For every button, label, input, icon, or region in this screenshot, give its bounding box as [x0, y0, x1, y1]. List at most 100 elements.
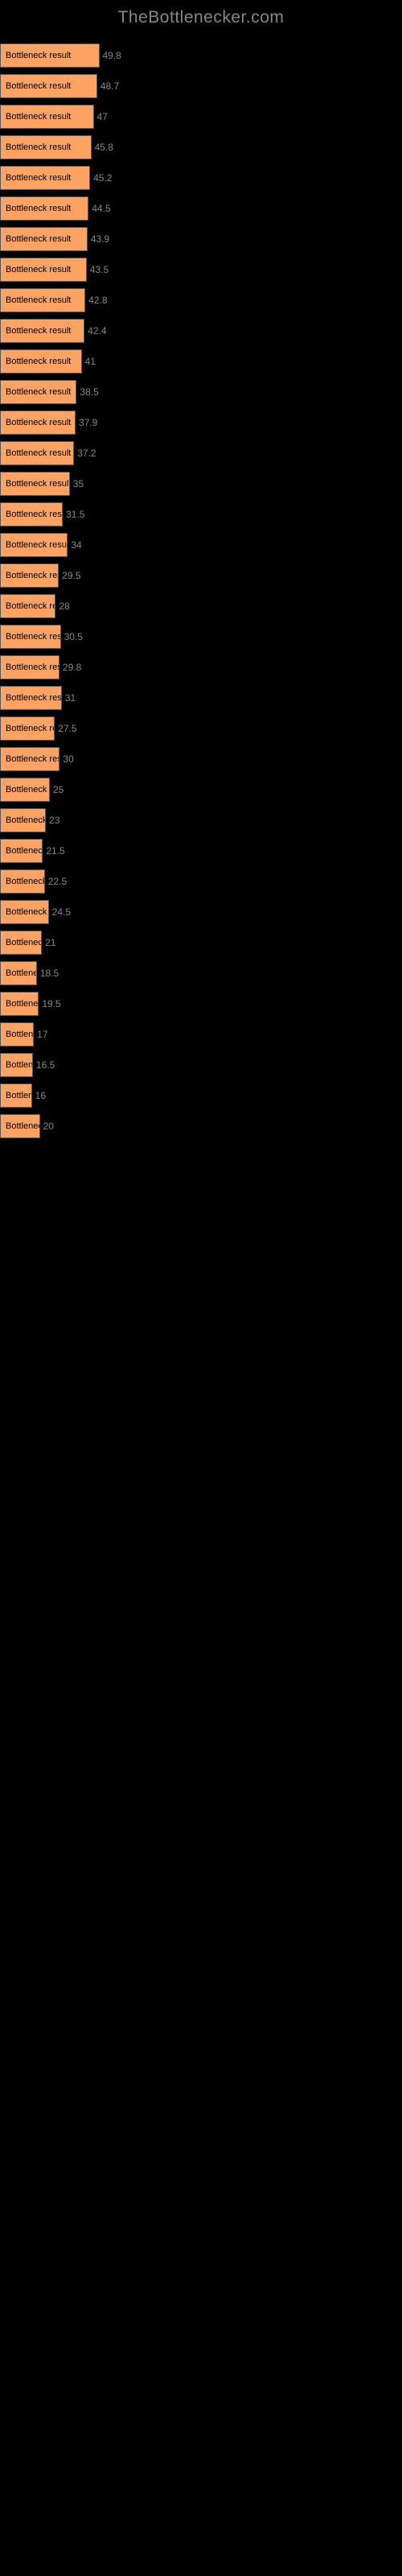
bar-inside-label: Bottleneck result	[1, 601, 55, 611]
bar: Bottleneck result	[0, 135, 92, 159]
bar: Bottleneck result	[0, 533, 68, 557]
chart-row: Bottleneck result43.9	[0, 227, 402, 251]
value-label: 45.2	[90, 166, 112, 190]
value-label: 23	[46, 808, 59, 832]
value-label: 27.5	[55, 716, 76, 741]
chart-row: Bottleneck result19.5	[0, 992, 402, 1016]
bar-wrap: Bottleneck result19.5	[0, 992, 402, 1016]
chart-row: Bottleneck result42.8	[0, 288, 402, 312]
bar: Bottleneck result	[0, 992, 39, 1016]
bar: Bottleneck result	[0, 502, 63, 526]
bar: Bottleneck result	[0, 196, 88, 221]
bar: Bottleneck result	[0, 349, 82, 374]
chart-row: Bottleneck result21	[0, 931, 402, 955]
bar-wrap: Bottleneck result37.2	[0, 441, 402, 465]
bar: Bottleneck result	[0, 1053, 33, 1077]
bar-wrap: Bottleneck result21.5	[0, 839, 402, 863]
value-label: 30	[59, 747, 73, 771]
bar-wrap: Bottleneck result29.5	[0, 564, 402, 588]
bar-inside-label: Bottleneck result	[1, 815, 46, 825]
chart-row: Bottleneck result31.5	[0, 502, 402, 526]
chart-row: Bottleneck result17	[0, 1022, 402, 1046]
value-label: 38.5	[76, 380, 98, 404]
bar: Bottleneck result	[0, 686, 62, 710]
chart-row: Bottleneck result29.8	[0, 655, 402, 679]
chart-row: Bottleneck result45.8	[0, 135, 402, 159]
bar-inside-label: Bottleneck result	[1, 479, 70, 489]
chart-row: Bottleneck result35	[0, 472, 402, 496]
site-title: TheBottlenecker.com	[118, 8, 285, 27]
value-label: 49.8	[100, 43, 121, 68]
value-label: 19.5	[39, 992, 60, 1016]
value-label: 18.5	[37, 961, 59, 985]
bar-wrap: Bottleneck result49.8	[0, 43, 402, 68]
bar: Bottleneck result	[0, 1084, 32, 1108]
bar: Bottleneck result	[0, 319, 84, 343]
bar-inside-label: Bottleneck result	[1, 938, 42, 947]
value-label: 21.5	[43, 839, 64, 863]
chart-row: Bottleneck result29.5	[0, 564, 402, 588]
bar-inside-label: Bottleneck result	[1, 1060, 33, 1070]
value-label: 31.5	[63, 502, 84, 526]
value-label: 28	[55, 594, 69, 618]
value-label: 25	[50, 778, 64, 802]
bar-inside-label: Bottleneck result	[1, 295, 71, 305]
bar: Bottleneck result	[0, 594, 55, 618]
bar-wrap: Bottleneck result31	[0, 686, 402, 710]
chart-row: Bottleneck result27.5	[0, 716, 402, 741]
value-label: 34	[68, 533, 81, 557]
bar-wrap: Bottleneck result27.5	[0, 716, 402, 741]
bar-wrap: Bottleneck result37.9	[0, 411, 402, 435]
bar-inside-label: Bottleneck result	[1, 571, 59, 580]
chart-row: Bottleneck result16	[0, 1084, 402, 1108]
value-label: 21	[42, 931, 55, 955]
bar-inside-label: Bottleneck result	[1, 907, 49, 917]
bar-inside-label: Bottleneck result	[1, 204, 71, 213]
bar: Bottleneck result	[0, 900, 49, 924]
bar: Bottleneck result	[0, 380, 76, 404]
chart-row: Bottleneck result45.2	[0, 166, 402, 190]
value-label: 48.7	[97, 74, 119, 98]
bar-inside-label: Bottleneck result	[1, 81, 71, 91]
bar-wrap: Bottleneck result21	[0, 931, 402, 955]
bar-inside-label: Bottleneck result	[1, 999, 39, 1009]
bar: Bottleneck result	[0, 808, 46, 832]
chart-row: Bottleneck result38.5	[0, 380, 402, 404]
bar-wrap: Bottleneck result22.5	[0, 869, 402, 894]
bar: Bottleneck result	[0, 1114, 40, 1138]
bar: Bottleneck result	[0, 716, 55, 741]
chart-row: Bottleneck result49.8	[0, 43, 402, 68]
bar: Bottleneck result	[0, 747, 59, 771]
bar-inside-label: Bottleneck result	[1, 785, 50, 795]
value-label: 47	[94, 105, 108, 129]
bar-inside-label: Bottleneck result	[1, 877, 45, 886]
value-label: 35	[70, 472, 84, 496]
chart-row: Bottleneck result43.5	[0, 258, 402, 282]
header: TheBottlenecker.com	[0, 0, 402, 42]
bar-wrap: Bottleneck result42.8	[0, 288, 402, 312]
value-label: 44.5	[88, 196, 110, 221]
bar-inside-label: Bottleneck result	[1, 724, 55, 733]
bar-wrap: Bottleneck result34	[0, 533, 402, 557]
bar-wrap: Bottleneck result38.5	[0, 380, 402, 404]
chart-row: Bottleneck result28	[0, 594, 402, 618]
value-label: 16.5	[33, 1053, 55, 1077]
value-label: 43.9	[88, 227, 109, 251]
bar: Bottleneck result	[0, 961, 37, 985]
value-label: 17	[34, 1022, 47, 1046]
bar: Bottleneck result	[0, 166, 90, 190]
bar-inside-label: Bottleneck result	[1, 754, 59, 764]
value-label: 16	[32, 1084, 46, 1108]
bar-wrap: Bottleneck result 44.5	[0, 196, 402, 221]
bar-inside-label: Bottleneck result	[1, 112, 71, 122]
bar-wrap: Bottleneck result17	[0, 1022, 402, 1046]
chart-row: Bottleneck result42.4	[0, 319, 402, 343]
bar: Bottleneck result	[0, 227, 88, 251]
bar-wrap: Bottleneck result41	[0, 349, 402, 374]
bar-inside-label: Bottleneck result	[1, 846, 43, 856]
bar-inside-label: Bottleneck result	[1, 632, 61, 642]
chart-row: Bottleneck result37.2	[0, 441, 402, 465]
bar-wrap: Bottleneck result 47	[0, 105, 402, 129]
chart-row: Bottleneck result37.9	[0, 411, 402, 435]
bar: Bottleneck result	[0, 43, 100, 68]
